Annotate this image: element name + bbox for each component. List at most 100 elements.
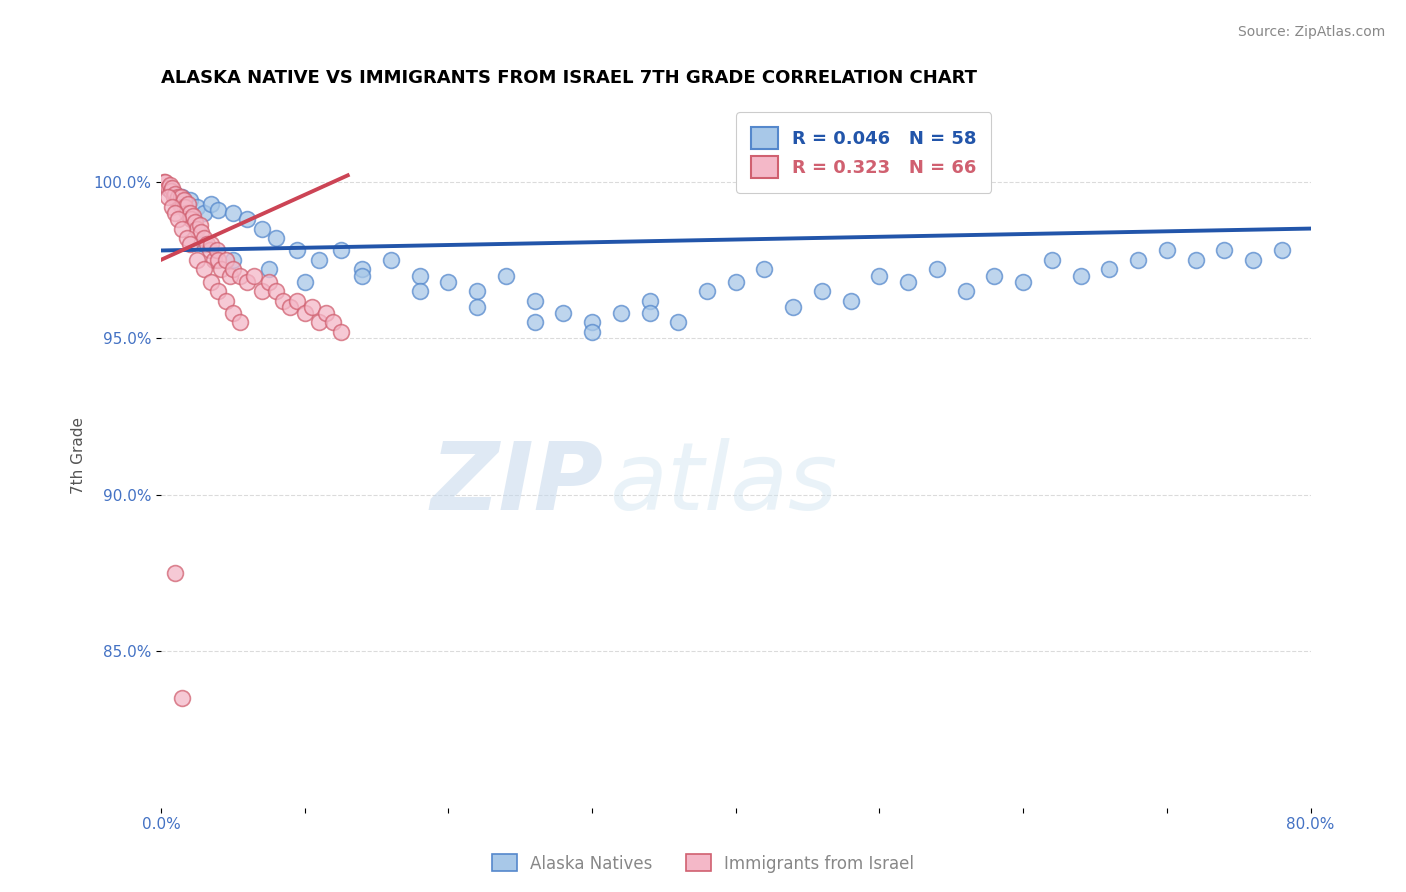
Point bbox=[179, 194, 201, 208]
Point bbox=[638, 306, 661, 320]
Point bbox=[198, 244, 221, 258]
Point bbox=[202, 252, 225, 267]
Point bbox=[666, 316, 689, 330]
Point bbox=[465, 300, 488, 314]
Point bbox=[155, 175, 177, 189]
Point bbox=[179, 237, 201, 252]
Point bbox=[287, 244, 309, 258]
Point bbox=[172, 200, 194, 214]
Point bbox=[174, 200, 197, 214]
Point bbox=[495, 268, 517, 283]
Point bbox=[166, 194, 188, 208]
Point bbox=[610, 306, 633, 320]
Point bbox=[222, 252, 245, 267]
Point bbox=[207, 202, 229, 217]
Point bbox=[184, 215, 207, 229]
Point bbox=[1271, 244, 1294, 258]
Point bbox=[165, 566, 187, 580]
Point bbox=[983, 268, 1005, 283]
Point bbox=[219, 268, 242, 283]
Point bbox=[207, 284, 229, 298]
Point bbox=[925, 262, 948, 277]
Point bbox=[1012, 275, 1035, 289]
Point bbox=[724, 275, 747, 289]
Point bbox=[176, 206, 198, 220]
Point bbox=[193, 231, 215, 245]
Text: ALASKA NATIVE VS IMMIGRANTS FROM ISRAEL 7TH GRADE CORRELATION CHART: ALASKA NATIVE VS IMMIGRANTS FROM ISRAEL … bbox=[160, 69, 977, 87]
Point bbox=[782, 300, 804, 314]
Point bbox=[250, 284, 273, 298]
Point bbox=[308, 316, 330, 330]
Point bbox=[157, 190, 180, 204]
Point bbox=[1241, 252, 1264, 267]
Point bbox=[408, 284, 430, 298]
Legend: Alaska Natives, Immigrants from Israel: Alaska Natives, Immigrants from Israel bbox=[485, 847, 921, 880]
Point bbox=[581, 325, 603, 339]
Point bbox=[523, 316, 546, 330]
Point bbox=[162, 181, 184, 195]
Point bbox=[181, 209, 204, 223]
Point bbox=[200, 196, 222, 211]
Point bbox=[193, 206, 215, 220]
Point bbox=[250, 221, 273, 235]
Point bbox=[638, 293, 661, 308]
Point bbox=[264, 284, 287, 298]
Point bbox=[170, 190, 193, 204]
Point bbox=[301, 300, 323, 314]
Point bbox=[1156, 244, 1178, 258]
Point bbox=[165, 206, 187, 220]
Point bbox=[322, 316, 344, 330]
Point bbox=[257, 262, 280, 277]
Point bbox=[1098, 262, 1121, 277]
Point bbox=[229, 268, 252, 283]
Point bbox=[581, 316, 603, 330]
Point bbox=[200, 237, 222, 252]
Point bbox=[278, 300, 301, 314]
Text: ZIP: ZIP bbox=[430, 438, 603, 530]
Point bbox=[243, 268, 266, 283]
Point bbox=[190, 225, 212, 239]
Point bbox=[236, 275, 259, 289]
Point bbox=[167, 190, 190, 204]
Point bbox=[1184, 252, 1206, 267]
Point bbox=[236, 212, 259, 227]
Point bbox=[209, 262, 232, 277]
Point bbox=[868, 268, 890, 283]
Point bbox=[1040, 252, 1063, 267]
Point bbox=[553, 306, 575, 320]
Point bbox=[352, 262, 374, 277]
Point bbox=[222, 306, 245, 320]
Point bbox=[176, 231, 198, 245]
Point bbox=[200, 275, 222, 289]
Point bbox=[214, 293, 236, 308]
Point bbox=[160, 184, 183, 198]
Point bbox=[193, 262, 215, 277]
Point bbox=[186, 252, 208, 267]
Text: atlas: atlas bbox=[609, 438, 838, 529]
Point bbox=[1126, 252, 1149, 267]
Point bbox=[408, 268, 430, 283]
Legend: R = 0.046   N = 58, R = 0.323   N = 66: R = 0.046 N = 58, R = 0.323 N = 66 bbox=[737, 112, 991, 193]
Point bbox=[315, 306, 337, 320]
Point bbox=[696, 284, 718, 298]
Point bbox=[188, 219, 211, 233]
Point bbox=[162, 200, 184, 214]
Point bbox=[180, 212, 202, 227]
Point bbox=[195, 237, 218, 252]
Point bbox=[157, 181, 180, 195]
Point bbox=[264, 231, 287, 245]
Point bbox=[465, 284, 488, 298]
Point bbox=[169, 196, 191, 211]
Point bbox=[287, 293, 309, 308]
Point bbox=[1213, 244, 1236, 258]
Point bbox=[172, 190, 194, 204]
Point bbox=[839, 293, 862, 308]
Point bbox=[352, 268, 374, 283]
Point bbox=[193, 237, 215, 252]
Point bbox=[207, 252, 229, 267]
Point bbox=[229, 316, 252, 330]
Point bbox=[380, 252, 402, 267]
Point bbox=[167, 212, 190, 227]
Point bbox=[186, 200, 208, 214]
Point bbox=[222, 206, 245, 220]
